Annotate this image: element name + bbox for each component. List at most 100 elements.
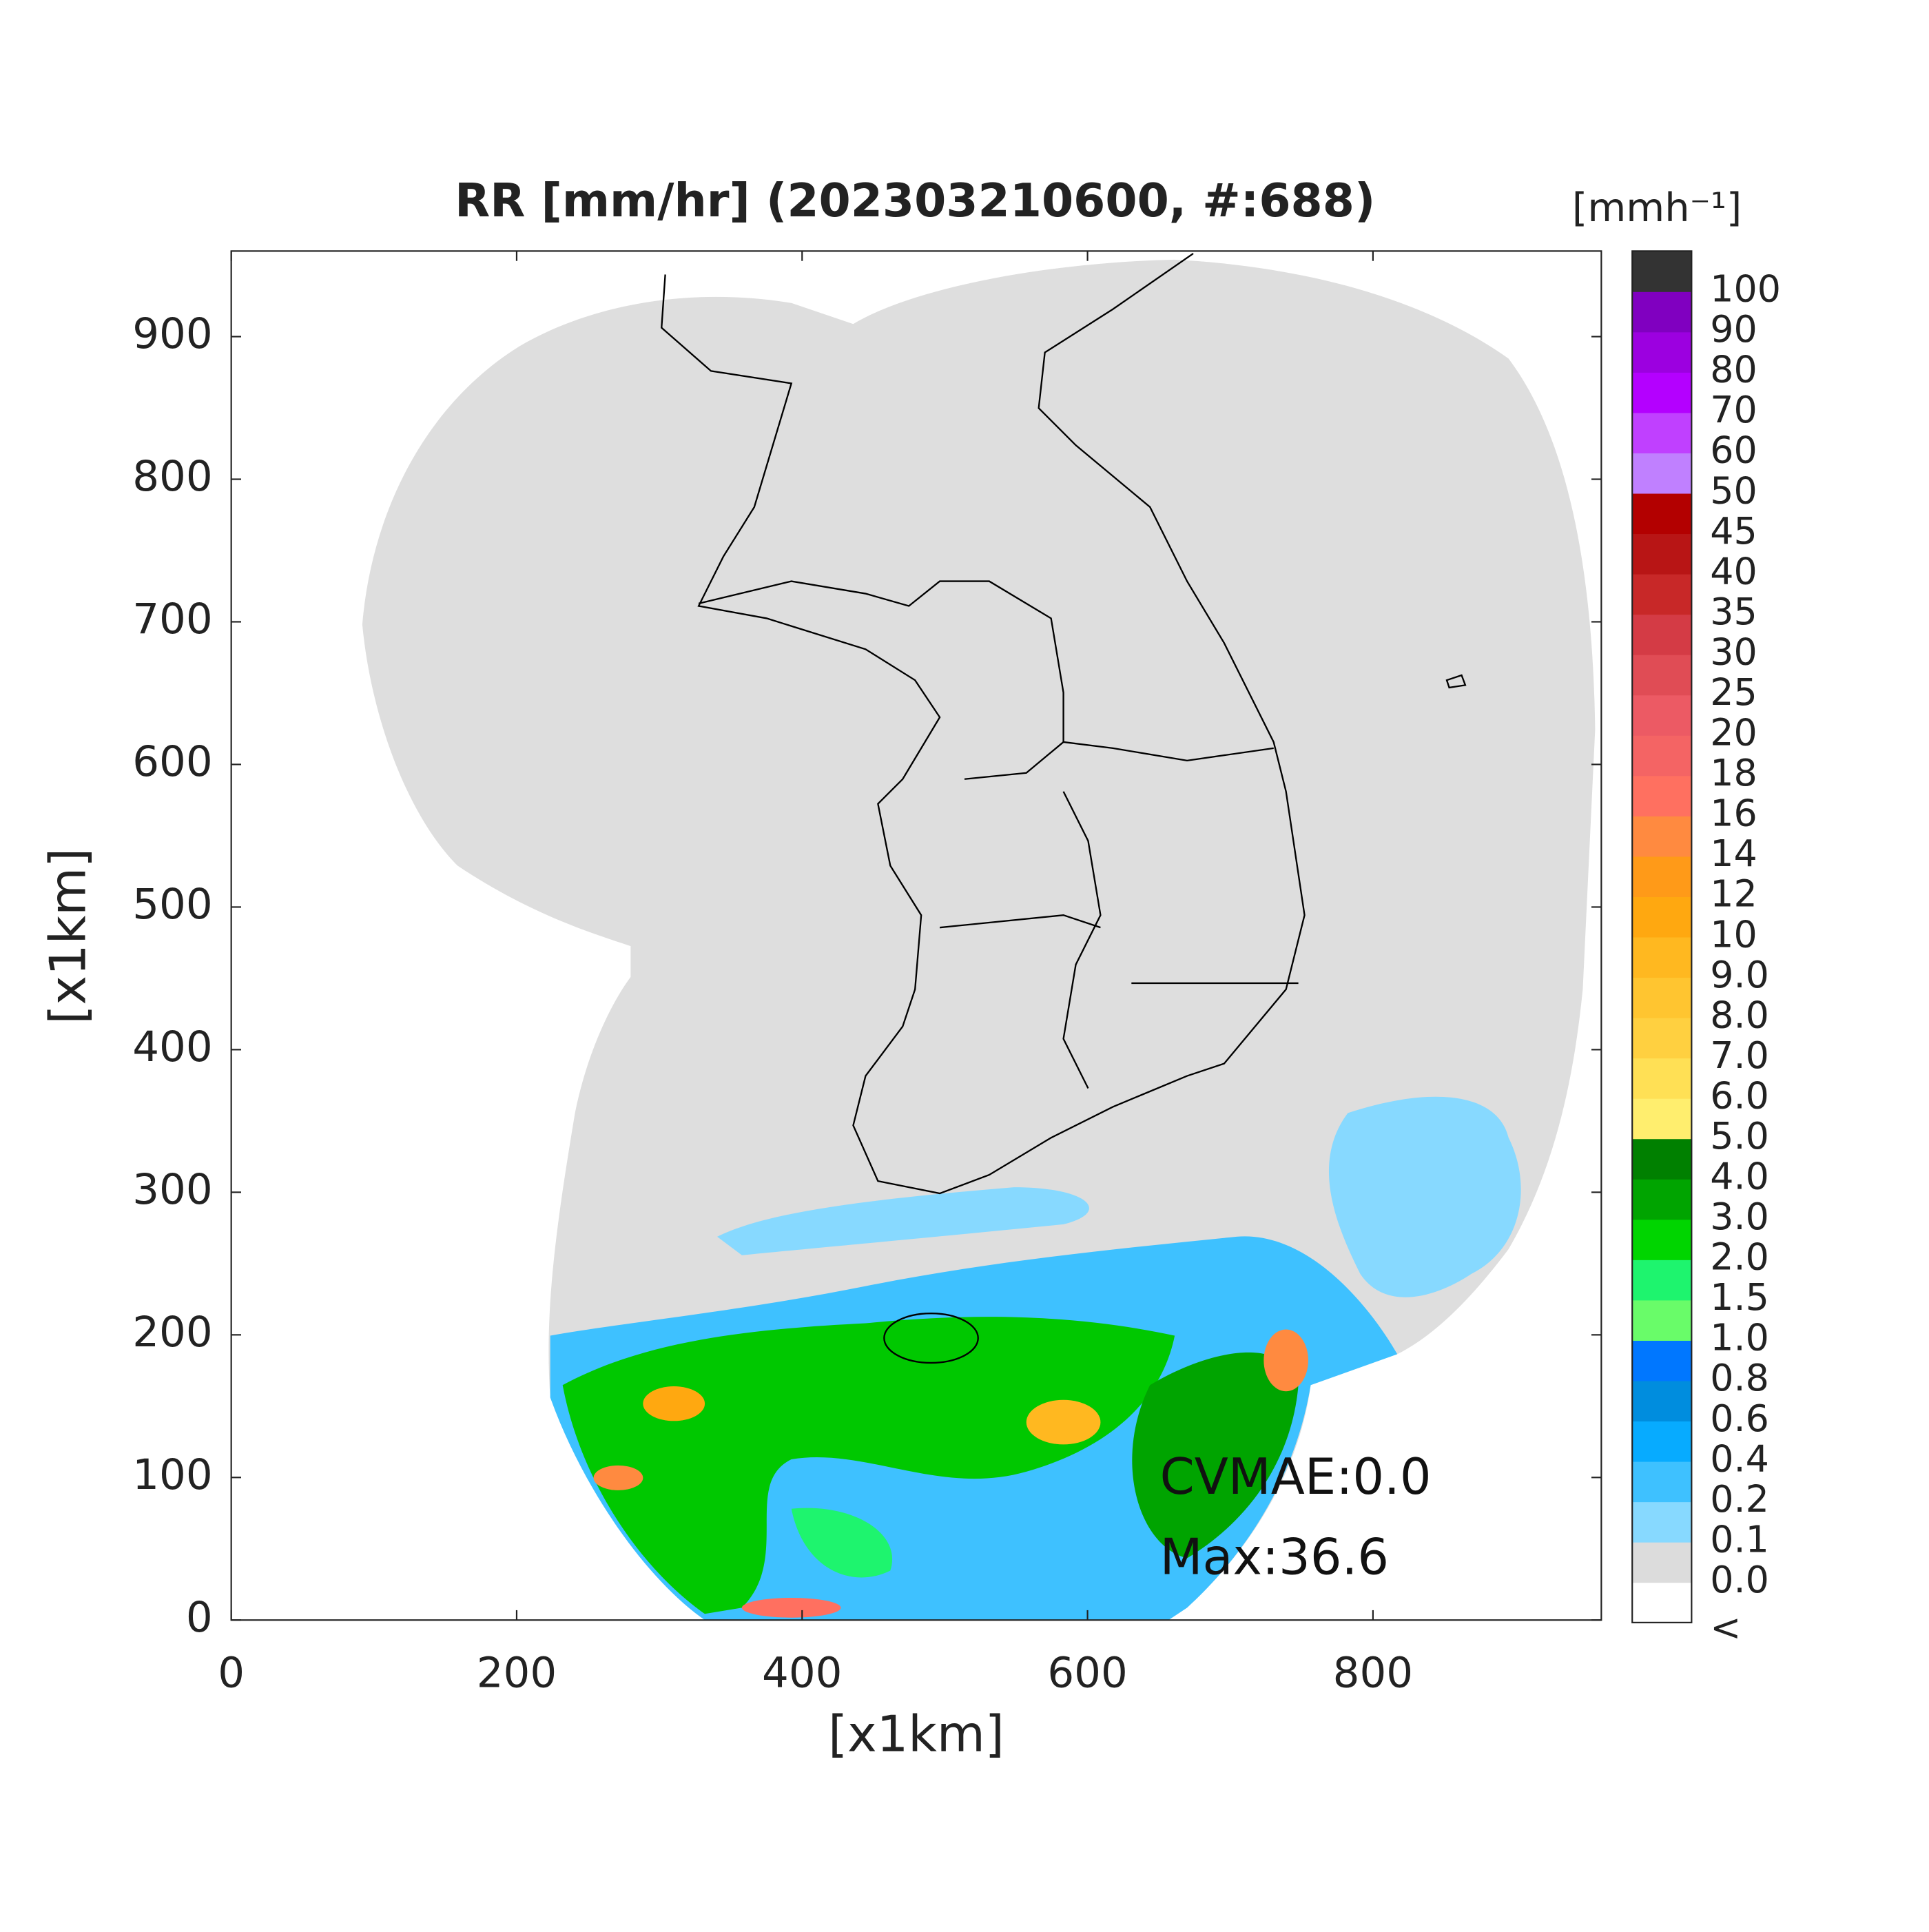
x-tick-label: 400 — [762, 1649, 842, 1698]
rain-heavy — [741, 1597, 841, 1618]
colorbar-segment — [1632, 896, 1692, 938]
y-axis-label: [x1km] — [39, 848, 97, 1025]
colorbar-segment — [1632, 936, 1692, 978]
colorbar-label: 0.2 — [1710, 1477, 1769, 1521]
colorbar-segment — [1632, 533, 1692, 575]
colorbar-segment — [1632, 775, 1692, 816]
coastline — [661, 252, 1467, 1364]
x-tick-label: 600 — [1047, 1649, 1127, 1698]
colorbar-label: 45 — [1710, 509, 1757, 553]
x-tick-label: 200 — [477, 1649, 557, 1698]
colorbar-segment — [1632, 1541, 1692, 1583]
colorbar-label: 0.1 — [1710, 1517, 1769, 1561]
jeju-island — [883, 1312, 979, 1364]
colorbar-segment — [1632, 654, 1692, 696]
colorbar-label: 8.0 — [1710, 993, 1769, 1036]
y-tick-label: 300 — [132, 1165, 212, 1214]
colorbar-label: 12 — [1710, 872, 1757, 916]
border-path — [698, 580, 1299, 1089]
y-tick-label: 800 — [132, 452, 212, 501]
colorbar-label: 1.0 — [1710, 1316, 1769, 1359]
annotation: Max:36.6 — [1160, 1528, 1389, 1586]
colorbar-segment — [1632, 371, 1692, 413]
colorbar-label: 18 — [1710, 751, 1757, 794]
y-tick-label: 500 — [132, 880, 212, 929]
colorbar-segment — [1632, 1219, 1692, 1260]
colorbar-segment — [1632, 412, 1692, 453]
colorbar-segment — [1632, 856, 1692, 897]
colorbar-segment — [1632, 1058, 1692, 1099]
colorbar-label: 6.0 — [1710, 1073, 1769, 1117]
colorbar-segment — [1632, 1259, 1692, 1301]
x-axis-label: [x1km] — [828, 1705, 1004, 1763]
rain-heavy — [593, 1465, 643, 1490]
colorbar-label: 1.5 — [1710, 1275, 1769, 1319]
dokdo-island — [1445, 674, 1467, 689]
colorbar-label: 100 — [1710, 267, 1781, 311]
colorbar-segment — [1632, 1380, 1692, 1422]
colorbar-label: 0.0 — [1710, 1558, 1769, 1601]
y-tick-label: 400 — [132, 1022, 212, 1071]
colorbar-label: 25 — [1710, 670, 1757, 714]
x-tick-label: 800 — [1333, 1649, 1413, 1698]
x-tick-label: 0 — [218, 1649, 245, 1698]
colorbar-frame — [1631, 250, 1693, 1623]
colorbar-label: 0.8 — [1710, 1356, 1769, 1399]
colorbar-segment — [1632, 1017, 1692, 1059]
colorbar-label: 2.0 — [1710, 1235, 1769, 1279]
colorbar-label: [mmh⁻¹] — [1572, 185, 1742, 231]
colorbar-label: 9.0 — [1710, 953, 1769, 996]
colorbar-segment — [1632, 614, 1692, 655]
chart-title: RR [mm/hr] (202303210600, #:688) — [455, 174, 1375, 227]
colorbar-segment — [1632, 1299, 1692, 1341]
rain-moderate — [1132, 1352, 1299, 1559]
colorbar-label: 5.0 — [1710, 1114, 1769, 1158]
colorbar-segment — [1632, 977, 1692, 1018]
colorbar-label: 30 — [1710, 630, 1757, 673]
colorbar-label: 4.0 — [1710, 1155, 1769, 1198]
rain-heavy — [1263, 1329, 1308, 1392]
colorbar-segment — [1632, 1582, 1692, 1623]
coastline-path — [661, 252, 1306, 1195]
colorbar-segment — [1632, 815, 1692, 857]
colorbar-label: 70 — [1710, 388, 1757, 431]
colorbar-label: 80 — [1710, 348, 1757, 391]
rain-moderate — [562, 1317, 1175, 1614]
colorbar-label: 60 — [1710, 429, 1757, 472]
colorbar-label: 0.4 — [1710, 1437, 1769, 1480]
y-tick-label: 700 — [132, 595, 212, 644]
colorbar-segment — [1632, 453, 1692, 494]
rain-heavy — [1026, 1399, 1101, 1445]
plot-root: RR [mm/hr] (202303210600, #:688) [x1km] … — [39, 174, 1781, 1763]
y-tick-label: 600 — [132, 737, 212, 786]
colorbar-label: 20 — [1710, 711, 1757, 754]
rain-heavy — [643, 1386, 705, 1421]
colorbar-label: 16 — [1710, 792, 1757, 835]
colorbar-segment — [1632, 493, 1692, 535]
y-tick-label: 0 — [186, 1593, 213, 1642]
annotation: CVMAE:0.0 — [1160, 1448, 1432, 1505]
colorbar-label: 35 — [1710, 590, 1757, 633]
colorbar-segment — [1632, 291, 1692, 333]
colorbar-label: 7.0 — [1710, 1034, 1769, 1077]
colorbar-label: 0.6 — [1710, 1397, 1769, 1440]
colorbar-label: 90 — [1710, 307, 1757, 351]
colorbar-segment — [1632, 734, 1692, 777]
colorbar-label: < — [1710, 1605, 1741, 1649]
rain-light — [1328, 1096, 1521, 1297]
precipitation-field — [550, 1096, 1521, 1621]
y-tick-label: 900 — [132, 309, 212, 358]
colorbar-segment — [1632, 573, 1692, 615]
colorbar-segment — [1632, 1138, 1692, 1180]
colorbar-segment — [1632, 251, 1692, 292]
colorbar-label: 14 — [1710, 832, 1757, 875]
colorbar-segment — [1632, 695, 1692, 736]
colorbar-label: 10 — [1710, 912, 1757, 956]
colorbar-label: 40 — [1710, 549, 1757, 593]
colorbar-segment — [1632, 1340, 1692, 1381]
colorbar-segment — [1632, 1098, 1692, 1140]
colorbar-segment — [1632, 1178, 1692, 1220]
colorbar-segment — [1632, 1461, 1692, 1503]
colorbar-segment — [1632, 1421, 1692, 1462]
